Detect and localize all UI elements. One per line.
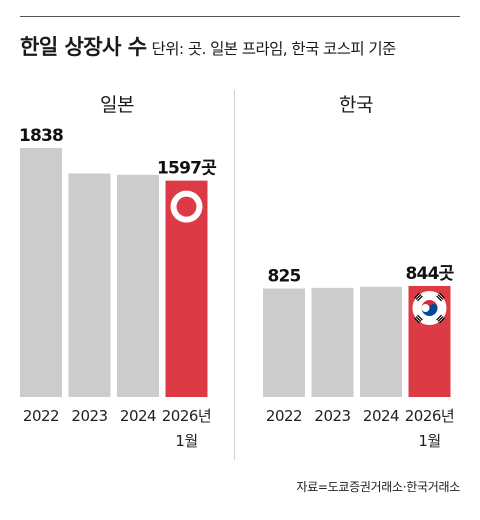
data-label-japan-0: 1838 — [19, 126, 63, 146]
data-label-korea-0: 825 — [267, 266, 300, 286]
panel-title-korea: 한국 — [339, 94, 373, 116]
chart-header: 한일 상장사 수 단위: 곳. 일본 프라임, 한국 코스피 기준 — [20, 31, 396, 61]
tick-label-japan-2: 2024 — [120, 407, 156, 425]
tick-label-japan-3: 2026년 — [162, 407, 211, 425]
tick-label-korea-3-line2: 1월 — [418, 432, 440, 450]
data-label-korea-3: 844곳 — [406, 264, 455, 284]
chart-subtitle: 단위: 곳. 일본 프라임, 한국 코스피 기준 — [151, 40, 397, 58]
data-label-japan-3: 1597곳 — [157, 159, 217, 179]
bar-korea-2024 — [360, 286, 402, 397]
bar-korea-2023 — [311, 287, 354, 397]
tick-label-japan-0: 2022 — [23, 407, 59, 425]
tick-label-korea-3: 2026년 — [405, 407, 454, 425]
tick-label-korea-1: 2023 — [314, 407, 350, 425]
bar-korea-2022 — [263, 288, 305, 397]
source-note: 자료=도쿄증권거래소·한국거래소 — [296, 480, 460, 494]
japan-flag-icon — [170, 190, 203, 223]
top-rule — [20, 16, 460, 17]
panel-title-japan: 일본 — [100, 94, 134, 116]
tick-label-japan-3-line2: 1월 — [175, 432, 197, 450]
chart-title: 한일 상장사 수 — [20, 35, 147, 59]
korea-flag-icon — [412, 291, 447, 325]
tick-label-japan-1: 2023 — [71, 407, 107, 425]
tick-label-korea-2: 2024 — [363, 407, 399, 425]
tick-label-korea-0: 2022 — [266, 407, 302, 425]
bar-japan-2022 — [20, 148, 62, 397]
panel-divider — [234, 90, 235, 460]
bar-japan-2024 — [117, 174, 159, 397]
bar-japan-2023 — [68, 173, 111, 397]
